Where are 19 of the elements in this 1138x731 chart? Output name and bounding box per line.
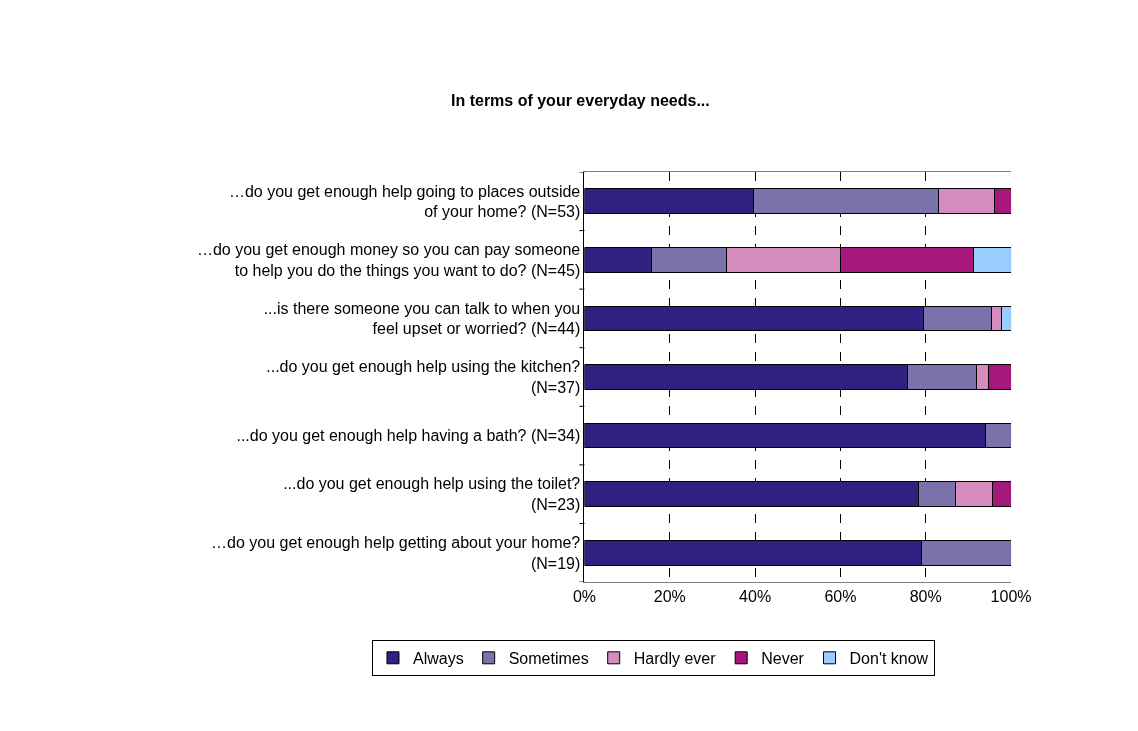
x-tick-label: 40%	[739, 588, 772, 606]
legend-label: Hardly ever	[633, 650, 717, 668]
y-tick-label: …do you get enough help going to places outside of your home? (N=53)	[228, 182, 581, 221]
x-tick-label: 0%	[572, 588, 597, 606]
legend-label: Always	[412, 650, 464, 668]
chart-title: In terms of your everyday needs...	[451, 92, 710, 110]
legend-label: Never	[761, 650, 805, 668]
legend-label: Don't know	[849, 650, 929, 668]
x-tick-label: 100%	[990, 588, 1032, 606]
y-tick-label: ...do you get enough help using the kitchen? (N=37)	[266, 358, 581, 397]
y-tick-label: ...do you get enough help having a bath? (N=34)	[236, 427, 581, 445]
y-tick-label: ...is there someone you can talk to when you feel upset or worried? (N=44)	[263, 299, 581, 338]
y-tick-label: …do you get enough money so you can pay someone to help you do the things you want to do? (N=45)	[196, 241, 581, 279]
legend-label: Sometimes	[508, 650, 589, 668]
x-tick-label: 20%	[653, 588, 686, 606]
x-tick-label: 80%	[909, 588, 942, 606]
y-tick-label: ...do you get enough help using the toilet? (N=23)	[283, 475, 581, 514]
x-tick-label: 60%	[824, 588, 857, 606]
y-tick-label: …do you get enough help getting about your home? (N=19)	[211, 533, 581, 572]
